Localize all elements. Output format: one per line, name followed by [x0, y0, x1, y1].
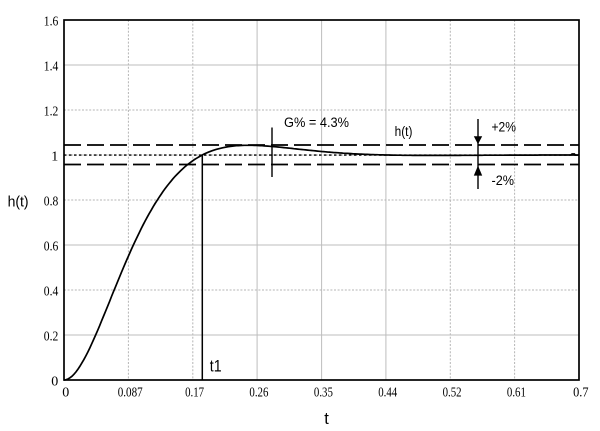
- svg-text:+2%: +2%: [492, 119, 517, 135]
- svg-text:0.35: 0.35: [314, 386, 333, 401]
- svg-text:0.6: 0.6: [44, 240, 59, 255]
- svg-text:0.52: 0.52: [443, 386, 462, 401]
- svg-text:1.4: 1.4: [44, 60, 59, 75]
- svg-text:-2%: -2%: [492, 172, 515, 188]
- svg-text:1.6: 1.6: [44, 15, 59, 30]
- svg-text:h(t): h(t): [395, 124, 413, 139]
- svg-text:0.61: 0.61: [507, 386, 526, 401]
- svg-text:1: 1: [51, 150, 58, 165]
- svg-text:0.2: 0.2: [44, 330, 59, 345]
- svg-text:0.26: 0.26: [249, 386, 268, 401]
- svg-text:0.7: 0.7: [573, 386, 588, 401]
- svg-text:0.087: 0.087: [118, 386, 143, 401]
- svg-text:h(t): h(t): [8, 195, 29, 211]
- svg-text:0: 0: [62, 386, 69, 401]
- svg-text:0.4: 0.4: [44, 285, 59, 300]
- svg-text:t: t: [324, 410, 329, 428]
- svg-text:1.2: 1.2: [44, 105, 59, 120]
- svg-text:0: 0: [51, 375, 58, 390]
- svg-text:0.17: 0.17: [185, 386, 204, 401]
- svg-text:0.44: 0.44: [378, 386, 397, 401]
- svg-text:0.8: 0.8: [44, 195, 59, 210]
- svg-text:t1: t1: [210, 357, 222, 376]
- svg-text:G% = 4.3%: G% = 4.3%: [284, 115, 349, 130]
